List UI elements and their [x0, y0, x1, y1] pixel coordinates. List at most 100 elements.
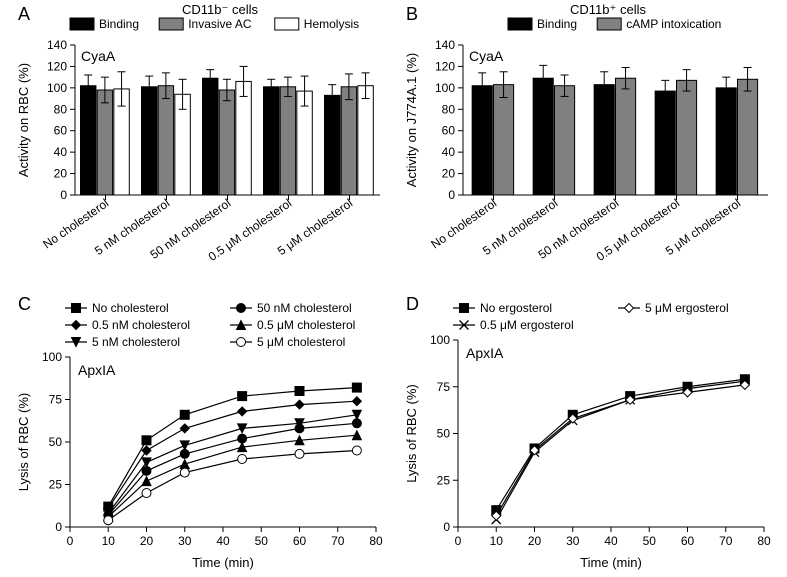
panel-b: BCD11b⁺ cellsBindingcAMP intoxication020…: [398, 0, 778, 290]
svg-text:60: 60: [681, 534, 695, 548]
svg-text:100: 100: [47, 81, 67, 95]
bar: [219, 90, 234, 195]
svg-text:50: 50: [255, 534, 269, 548]
svg-text:20: 20: [140, 534, 154, 548]
svg-text:70: 70: [719, 534, 733, 548]
panel-c: C No cholesterol 0.5 nM cholesterol 5 nM ch…: [10, 290, 390, 575]
bar: [280, 87, 295, 195]
bar: [594, 85, 614, 195]
svg-text:10: 10: [490, 534, 504, 548]
svg-text:25: 25: [437, 473, 451, 487]
bar: [202, 78, 217, 195]
figure-root: ACD11b⁻ cellsBindingInvasive ACHemolysis…: [0, 0, 787, 577]
svg-text:0: 0: [455, 534, 462, 548]
y-axis-label: Lysis of RBC (%): [404, 384, 419, 482]
svg-text:140: 140: [47, 38, 67, 52]
svg-text:40: 40: [54, 145, 68, 159]
bar: [472, 86, 492, 195]
svg-text:50: 50: [437, 427, 451, 441]
panel-letter: D: [406, 294, 419, 314]
svg-text:20: 20: [528, 534, 542, 548]
svg-text:0: 0: [443, 520, 450, 534]
bar: [616, 78, 636, 195]
svg-text:120: 120: [47, 59, 67, 73]
bar: [738, 79, 758, 195]
svg-text:40: 40: [604, 534, 618, 548]
inset-label: CyaA: [469, 48, 504, 64]
legend-label: 5 μM cholesterol: [257, 335, 345, 349]
panel-letter: A: [18, 4, 30, 24]
legend-label: 0.5 nM cholesterol: [92, 318, 190, 332]
inset-label: ApxIA: [466, 345, 504, 361]
svg-text:100: 100: [430, 333, 450, 347]
inset-label: ApxIA: [78, 362, 116, 378]
svg-text:100: 100: [435, 81, 455, 95]
bar: [97, 90, 112, 195]
bar: [341, 87, 356, 195]
svg-text:80: 80: [54, 102, 68, 116]
bar: [533, 78, 553, 195]
legend-label: Binding: [537, 17, 577, 31]
chart-svg: D No ergosterol 0.5 μM ergosterol 5 μM ergo…: [398, 290, 778, 575]
legend-label: 5 μM ergosterol: [645, 301, 729, 315]
svg-text:40: 40: [216, 534, 230, 548]
svg-text:0: 0: [67, 534, 74, 548]
svg-text:0: 0: [448, 188, 455, 202]
svg-text:50: 50: [643, 534, 657, 548]
chart-svg: C No cholesterol 0.5 nM cholesterol 5 nM ch…: [10, 290, 390, 575]
panel-title: CD11b⁻ cells: [182, 2, 258, 17]
panel-a: ACD11b⁻ cellsBindingInvasive ACHemolysis…: [10, 0, 390, 290]
legend-label: No ergosterol: [480, 301, 552, 315]
svg-text:0: 0: [55, 520, 62, 534]
bar: [236, 81, 251, 195]
legend-label: 50 nM cholesterol: [257, 301, 352, 315]
bar: [80, 86, 95, 195]
inset-label: CyaA: [81, 48, 116, 64]
svg-text:100: 100: [42, 350, 62, 364]
x-axis-label: Time (min): [580, 555, 642, 570]
bar: [655, 91, 675, 195]
legend-label: 0.5 μM cholesterol: [257, 318, 355, 332]
bar: [263, 87, 278, 195]
legend-label: 0.5 μM ergosterol: [480, 318, 574, 332]
svg-text:140: 140: [435, 38, 455, 52]
svg-text:40: 40: [442, 145, 456, 159]
svg-text:70: 70: [331, 534, 345, 548]
legend-label: 5 nM cholesterol: [92, 335, 180, 349]
bar: [677, 80, 697, 195]
y-axis-label: Lysis of RBC (%): [16, 393, 31, 491]
bar: [324, 95, 339, 195]
bar: [494, 85, 514, 195]
bar: [297, 91, 312, 195]
svg-text:30: 30: [566, 534, 580, 548]
svg-text:60: 60: [442, 124, 456, 138]
y-axis-label: Activity on RBC (%): [16, 63, 31, 177]
y-axis-label: Activity on J774A.1 (%): [404, 53, 419, 187]
svg-text:75: 75: [49, 393, 63, 407]
legend-label: Binding: [99, 17, 139, 31]
svg-text:30: 30: [178, 534, 192, 548]
bar: [158, 86, 173, 195]
panel-letter: C: [18, 294, 31, 314]
legend-label: Hemolysis: [304, 17, 359, 31]
svg-text:50: 50: [49, 435, 63, 449]
legend-label: No cholesterol: [92, 301, 169, 315]
svg-text:80: 80: [369, 534, 383, 548]
svg-text:120: 120: [435, 59, 455, 73]
svg-text:0: 0: [60, 188, 67, 202]
x-axis-label: Time (min): [192, 555, 254, 570]
chart-svg: BCD11b⁺ cellsBindingcAMP intoxication020…: [398, 0, 778, 290]
bar: [716, 88, 736, 195]
legend-label: cAMP intoxication: [626, 17, 721, 31]
chart-svg: ACD11b⁻ cellsBindingInvasive ACHemolysis…: [10, 0, 390, 290]
svg-text:60: 60: [54, 124, 68, 138]
svg-text:20: 20: [54, 167, 68, 181]
svg-text:20: 20: [442, 167, 456, 181]
svg-text:25: 25: [49, 478, 63, 492]
bar: [141, 87, 156, 195]
panel-d: D No ergosterol 0.5 μM ergosterol 5 μM ergo…: [398, 290, 778, 575]
svg-text:75: 75: [437, 380, 451, 394]
svg-text:80: 80: [442, 102, 456, 116]
svg-text:60: 60: [293, 534, 307, 548]
svg-text:80: 80: [757, 534, 771, 548]
